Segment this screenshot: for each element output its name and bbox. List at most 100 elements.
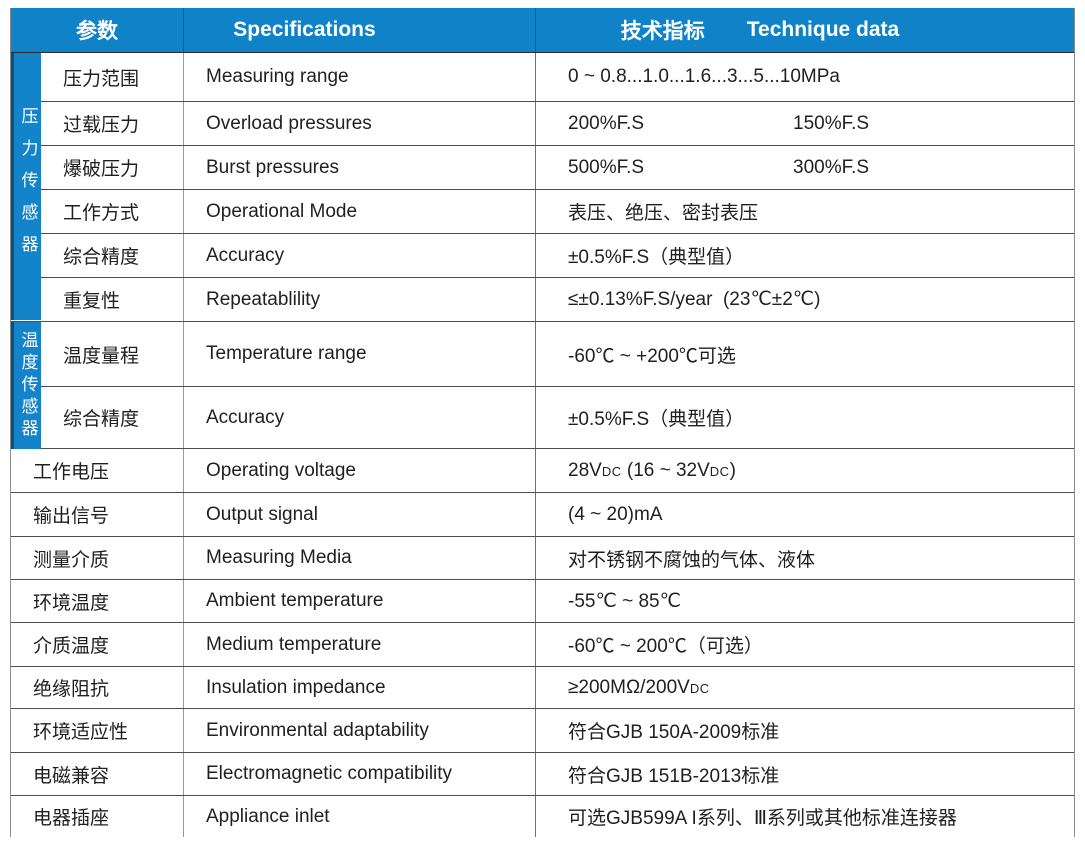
spec-cell: Medium temperature: [184, 623, 536, 666]
table-row: 工作方式 Operational Mode 表压、绝压、密封表压: [11, 190, 1074, 234]
spec-cell: Overload pressures: [184, 102, 536, 145]
value-cell: 表压、绝压、密封表压: [536, 190, 1074, 233]
spec-cell: Environmental adaptability: [184, 709, 536, 752]
spec-cell: Measuring range: [184, 53, 536, 101]
spec-cell: Accuracy: [184, 234, 536, 277]
value-cell: -60℃ ~ 200℃（可选）: [536, 623, 1074, 666]
value-text: 500%F.S: [568, 156, 645, 178]
value-text: 300%F.S: [793, 156, 870, 178]
spec-cell: Burst pressures: [184, 146, 536, 189]
param-cell: 输出信号: [11, 493, 184, 536]
value-text: 表压、绝压、密封表压: [568, 203, 759, 224]
value-text: ≤±0.13%F.S/year (23℃±2℃): [568, 289, 821, 310]
table-row: 压力范围 Measuring range 0 ~ 0.8...1.0...1.6…: [11, 53, 1074, 102]
value-cell: (4 ~ 20)mA: [536, 493, 1074, 536]
header-technique-en-label: Technique data: [746, 18, 900, 41]
header-specifications-label: Specifications: [233, 18, 376, 41]
spec-cell: Measuring Media: [184, 537, 536, 579]
value-cell: 符合GJB 151B-2013标准: [536, 753, 1074, 795]
value-text: -60℃ ~ +200℃可选: [568, 345, 736, 367]
value-text: ±0.5%F.S（典型值）: [568, 409, 745, 430]
table-row: 综合精度 Accuracy ±0.5%F.S（典型值）: [11, 234, 1074, 278]
table-row: 输出信号 Output signal (4 ~ 20)mA: [11, 493, 1074, 537]
param-cell: 环境温度: [11, 580, 184, 622]
table-row: 工作电压 Operating voltage 28VDC (16 ~ 32VDC…: [11, 449, 1074, 493]
value-cell: 对不锈钢不腐蚀的气体、液体: [536, 537, 1074, 579]
value-text: ≥200MΩ/200VDC: [568, 676, 710, 698]
table-row: 测量介质 Measuring Media 对不锈钢不腐蚀的气体、液体: [11, 537, 1074, 580]
table-row: 重复性 Repeatablility ≤±0.13%F.S/year (23℃±…: [11, 278, 1074, 322]
value-text: 符合GJB 150A-2009标准: [568, 722, 780, 743]
value-text: 150%F.S: [793, 112, 870, 134]
param-cell: 绝缘阻抗: [11, 667, 184, 708]
header-technique-zh-label: 技术指标: [620, 20, 705, 43]
header-cell-param: 参数: [11, 8, 184, 52]
value-cell: 可选GJB599A I系列、Ⅲ系列或其他标准连接器: [536, 796, 1074, 837]
value-cell: 500%F.S 300%F.S: [536, 146, 1074, 189]
table-row: 过载压力 Overload pressures 200%F.S 150%F.S: [11, 102, 1074, 146]
spec-cell: Operating voltage: [184, 449, 536, 492]
value-cell: 200%F.S 150%F.S: [536, 102, 1074, 145]
value-text: 28VDC (16 ~ 32VDC): [568, 459, 736, 481]
table-body: 压力范围 Measuring range 0 ~ 0.8...1.0...1.6…: [11, 53, 1074, 837]
spec-cell: Temperature range: [184, 322, 536, 386]
param-cell: 温度量程: [41, 322, 184, 386]
spec-cell: Operational Mode: [184, 190, 536, 233]
value-cell: 0 ~ 0.8...1.0...1.6...3...5...10MPa: [536, 53, 1074, 101]
value-cell: ≤±0.13%F.S/year (23℃±2℃): [536, 278, 1074, 321]
temperature-sensor-group-band: 温度传感器: [11, 322, 41, 449]
spec-cell: Appliance inlet: [184, 796, 536, 837]
value-text: 200%F.S: [568, 112, 645, 134]
value-text: -55℃ ~ 85℃: [568, 590, 681, 612]
table-row: 介质温度 Medium temperature -60℃ ~ 200℃（可选）: [11, 623, 1074, 667]
param-cell: 重复性: [41, 278, 184, 321]
value-text: -60℃ ~ 200℃（可选）: [568, 636, 763, 657]
table-row: 电磁兼容 Electromagnetic compatibility 符合GJB…: [11, 753, 1074, 796]
spec-cell: Output signal: [184, 493, 536, 536]
header-param-label: 参数: [76, 20, 118, 43]
table-row: 绝缘阻抗 Insulation impedance ≥200MΩ/200VDC: [11, 667, 1074, 709]
param-cell: 工作电压: [11, 449, 184, 492]
specifications-table: 参数 Specifications 技术指标 Technique data 压力…: [10, 8, 1075, 837]
value-text: 0 ~ 0.8...1.0...1.6...3...5...10MPa: [568, 66, 840, 87]
spec-cell: Ambient temperature: [184, 580, 536, 622]
value-cell: 28VDC (16 ~ 32VDC): [536, 449, 1074, 492]
value-cell: 符合GJB 150A-2009标准: [536, 709, 1074, 752]
table-row: 环境适应性 Environmental adaptability 符合GJB 1…: [11, 709, 1074, 753]
param-cell: 测量介质: [11, 537, 184, 579]
spec-cell: Repeatablility: [184, 278, 536, 321]
spec-cell: Accuracy: [184, 387, 536, 448]
table-row: 温度量程 Temperature range -60℃ ~ +200℃可选: [11, 322, 1074, 387]
value-cell: -55℃ ~ 85℃: [536, 580, 1074, 622]
param-cell: 介质温度: [11, 623, 184, 666]
value-cell: ±0.5%F.S（典型值）: [536, 234, 1074, 277]
pressure-sensor-group-label: 压力传感器: [18, 106, 38, 267]
value-cell: ≥200MΩ/200VDC: [536, 667, 1074, 708]
param-cell: 综合精度: [41, 234, 184, 277]
param-cell: 爆破压力: [41, 146, 184, 189]
temperature-sensor-group-label: 温度传感器: [18, 330, 38, 441]
header-cell-technique-data: 技术指标 Technique data: [536, 8, 1074, 52]
table-row: 综合精度 Accuracy ±0.5%F.S（典型值）: [11, 387, 1074, 449]
value-cell: -60℃ ~ +200℃可选: [536, 322, 1074, 386]
value-text: (4 ~ 20)mA: [568, 503, 663, 525]
pressure-sensor-group-band: 压力传感器: [11, 53, 41, 320]
table-row: 爆破压力 Burst pressures 500%F.S 300%F.S: [11, 146, 1074, 190]
param-cell: 电磁兼容: [11, 753, 184, 795]
table-row: 电器插座 Appliance inlet 可选GJB599A I系列、Ⅲ系列或其…: [11, 796, 1074, 837]
param-cell: 压力范围: [41, 53, 184, 101]
param-cell: 环境适应性: [11, 709, 184, 752]
value-text: 可选GJB599A I系列、Ⅲ系列或其他标准连接器: [568, 808, 957, 829]
param-cell: 过载压力: [41, 102, 184, 145]
param-cell: 综合精度: [41, 387, 184, 448]
value-text: 符合GJB 151B-2013标准: [568, 765, 780, 787]
header-cell-specifications: Specifications: [184, 8, 536, 52]
param-cell: 电器插座: [11, 796, 184, 837]
table-row: 环境温度 Ambient temperature -55℃ ~ 85℃: [11, 580, 1074, 623]
spec-cell: Insulation impedance: [184, 667, 536, 708]
value-text: ±0.5%F.S（典型值）: [568, 247, 745, 268]
table-header-row: 参数 Specifications 技术指标 Technique data: [11, 8, 1074, 53]
spec-cell: Electromagnetic compatibility: [184, 753, 536, 795]
value-cell: ±0.5%F.S（典型值）: [536, 387, 1074, 448]
param-cell: 工作方式: [41, 190, 184, 233]
